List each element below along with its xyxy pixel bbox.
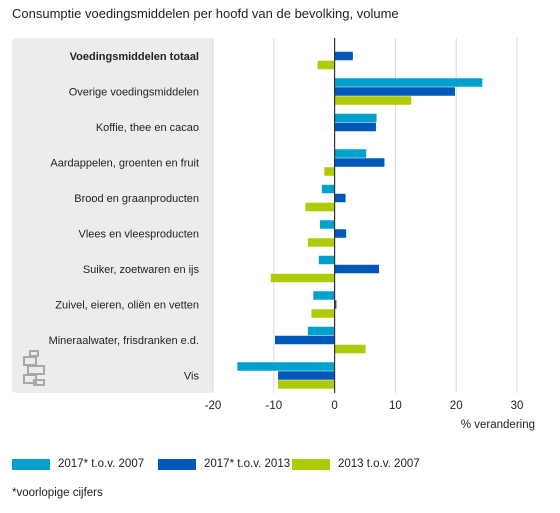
bar [334, 113, 377, 123]
bar [334, 96, 412, 105]
x-tick-label: 0 [331, 400, 337, 412]
category-label: Voedingsmiddelen totaal [70, 51, 199, 63]
bar [334, 51, 353, 61]
bar [278, 371, 335, 380]
bar [305, 202, 335, 212]
bar [334, 344, 366, 354]
footnote: *voorlopige cijfers [12, 487, 103, 499]
legend-label-series-3: 2013 t.o.v. 2007 [338, 458, 420, 470]
x-tick-label: -20 [205, 400, 222, 412]
bar [307, 326, 335, 336]
category-label: Vis [184, 370, 200, 382]
bar [334, 229, 347, 238]
category-label: Suiker, zoetwaren en ijs [83, 264, 200, 276]
category-label: Overige voedingsmiddelen [69, 86, 199, 98]
legend-label-series-2: 2017* t.o.v. 2013 [204, 458, 291, 470]
x-tick-label: 10 [389, 400, 402, 412]
legend-item-series-2: 2017* t.o.v. 2013 [158, 458, 290, 470]
legend-item-series-1: 2017* t.o.v. 2007 [12, 458, 144, 470]
bar [275, 335, 335, 345]
category-label-panel [12, 38, 213, 393]
bar [318, 255, 335, 265]
bar [307, 238, 335, 247]
bar-chart: -20 -10 0 10 20 30 Voedingsmiddelen totaal Over… [12, 38, 535, 431]
cbs-logo-icon [23, 350, 45, 386]
bar [334, 193, 346, 203]
legend: 2017* t.o.v. 2007 2017* t.o.v. 2013 2013… [12, 458, 552, 474]
x-tick-label: 20 [450, 400, 463, 412]
bar [334, 158, 385, 167]
bar [278, 380, 335, 389]
chart-title: Consumptie voedingsmiddelen per hoofd va… [12, 6, 399, 21]
bar [321, 184, 335, 194]
legend-swatch-series-3 [292, 458, 330, 470]
bar [317, 60, 335, 70]
bar [324, 167, 335, 176]
bar [334, 264, 379, 274]
legend-swatch-series-1 [12, 458, 50, 470]
legend-item-series-3: 2013 t.o.v. 2007 [292, 458, 420, 470]
bar [237, 362, 335, 371]
legend-swatch-series-2 [158, 458, 196, 470]
x-axis-label: % verandering [461, 419, 535, 431]
bar [313, 291, 335, 300]
bar [334, 300, 337, 309]
category-label: Koffie, thee en cacao [96, 122, 199, 134]
x-tick-label: 30 [511, 400, 524, 412]
bar [311, 309, 335, 318]
bar [320, 220, 335, 229]
bar [334, 122, 376, 132]
category-label: Brood en graanproducten [74, 193, 199, 205]
bar [334, 149, 367, 158]
x-tick-label: -10 [265, 400, 282, 412]
legend-label-series-1: 2017* t.o.v. 2007 [58, 458, 145, 470]
category-label: Zuivel, eieren, oliën en vetten [55, 299, 199, 311]
category-label: Vlees en vleesproducten [79, 228, 199, 240]
category-label: Mineraalwater, frisdranken e.d. [49, 335, 199, 347]
bar [334, 78, 483, 87]
bar [334, 87, 455, 96]
bar [270, 273, 335, 283]
category-label: Aardappelen, groenten en fruit [50, 157, 199, 169]
